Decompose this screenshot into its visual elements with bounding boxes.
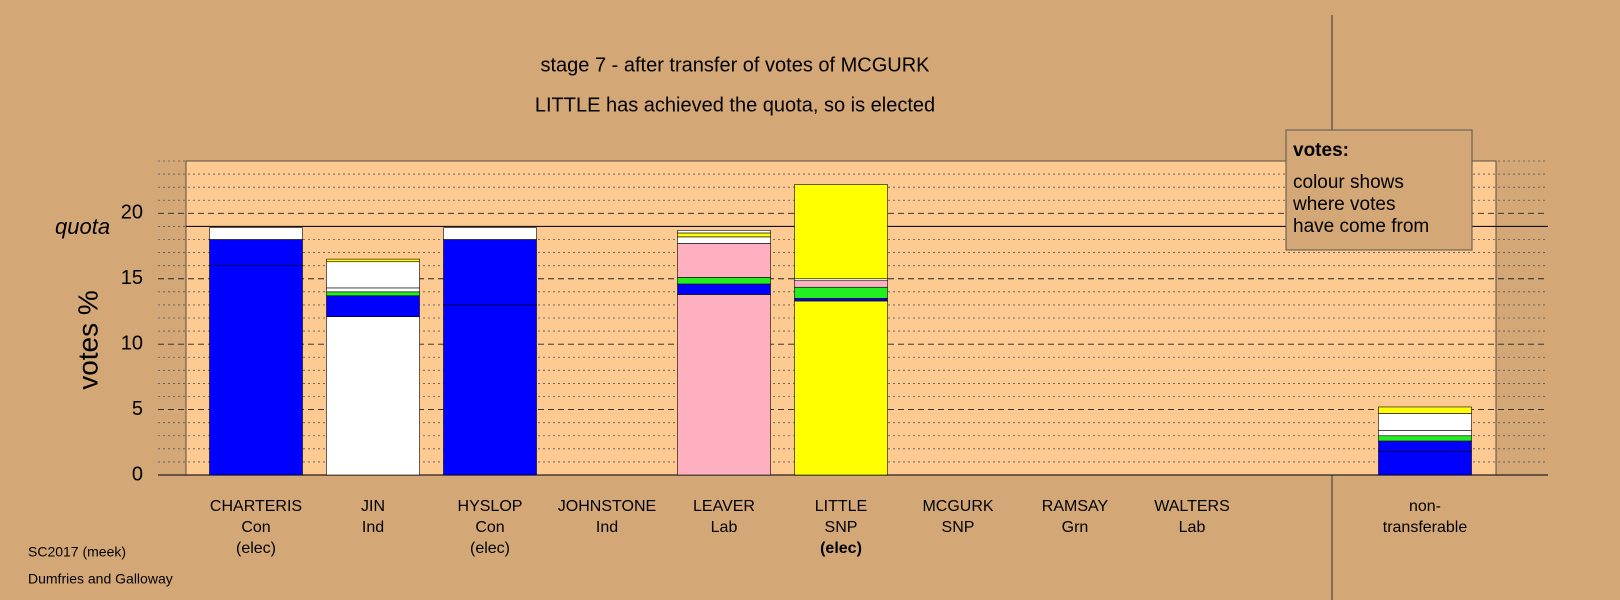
bar-segment	[326, 295, 420, 317]
note-line: colour shows	[1293, 172, 1404, 193]
bar-segment	[677, 277, 771, 285]
x-tick-label: MCGURK	[922, 498, 993, 515]
note-line: where votes	[1292, 194, 1395, 215]
footer-line: SC2017 (meek)	[28, 544, 126, 560]
x-tick-label: JOHNSTONE	[558, 498, 656, 515]
x-tick-label: (elec)	[236, 540, 276, 557]
bar-segment	[209, 265, 303, 476]
x-tick-label: WALTERS	[1154, 498, 1230, 515]
bar-segment	[326, 261, 420, 289]
x-tick-label: non-	[1409, 498, 1441, 515]
x-tick-label: HYSLOP	[458, 498, 523, 515]
quota-label: quota	[55, 214, 110, 239]
bar-segment	[209, 239, 303, 266]
x-tick-label: JIN	[361, 498, 385, 515]
bar-segment	[677, 232, 771, 238]
bar-segment	[1378, 406, 1472, 414]
x-tick-label: Lab	[711, 519, 738, 536]
y-tick-label: 5	[132, 398, 143, 420]
x-tick-label: Con	[241, 519, 270, 536]
x-tick-label: (elec)	[470, 540, 510, 557]
x-tick-label: RAMSAY	[1042, 498, 1109, 515]
bar-segment	[677, 243, 771, 278]
x-tick-label: Ind	[362, 519, 384, 536]
bar-segment	[794, 300, 888, 476]
bar-segment	[677, 236, 771, 244]
bar-segment	[326, 316, 420, 476]
y-tick-label: 20	[121, 202, 143, 224]
bar-segment	[794, 184, 888, 280]
note-title: votes:	[1293, 140, 1349, 161]
note-box	[1285, 129, 1473, 251]
x-tick-label: CHARTERIS	[210, 498, 302, 515]
bar-segment	[794, 280, 888, 288]
x-tick-label: LITTLE	[815, 498, 867, 515]
bar-segment	[1378, 440, 1472, 452]
bar-segment	[326, 287, 420, 293]
bar-segment	[1378, 430, 1472, 437]
x-tick-label: (elec)	[820, 540, 862, 557]
bar-segment	[677, 230, 771, 234]
note-line: have come from	[1293, 216, 1429, 237]
bar-segment	[677, 283, 771, 295]
bar-segment	[1378, 451, 1472, 476]
x-tick-label: transferable	[1383, 519, 1468, 536]
chart-title: stage 7 - after transfer of votes of MCG…	[540, 54, 930, 76]
y-tick-label: 10	[121, 332, 143, 354]
bar-segment	[209, 227, 303, 240]
bar-segment	[1378, 413, 1472, 431]
y-tick-label: 15	[121, 267, 143, 289]
bar-segment	[677, 294, 771, 476]
bar-segment	[443, 304, 537, 476]
bar-segment	[443, 239, 537, 306]
bar-segment	[443, 227, 537, 240]
y-tick-label: 0	[132, 463, 143, 485]
x-tick-label: Grn	[1062, 519, 1089, 536]
bar-segment	[794, 286, 888, 299]
bar-segment	[794, 298, 888, 302]
chart-subtitle: LITTLE has achieved the quota, so is ele…	[535, 94, 935, 116]
x-tick-label: LEAVER	[693, 498, 755, 515]
x-tick-label: Lab	[1179, 519, 1206, 536]
bar-segment	[326, 258, 420, 263]
x-tick-label: Con	[475, 519, 504, 536]
y-axis-label: votes %	[72, 290, 103, 390]
x-tick-label: SNP	[942, 519, 975, 536]
bar-segment	[326, 291, 420, 297]
x-tick-label: Ind	[596, 519, 618, 536]
bar-segment	[1378, 435, 1472, 442]
footer-line: Dumfries and Galloway	[28, 571, 173, 587]
x-tick-label: SNP	[825, 519, 858, 536]
